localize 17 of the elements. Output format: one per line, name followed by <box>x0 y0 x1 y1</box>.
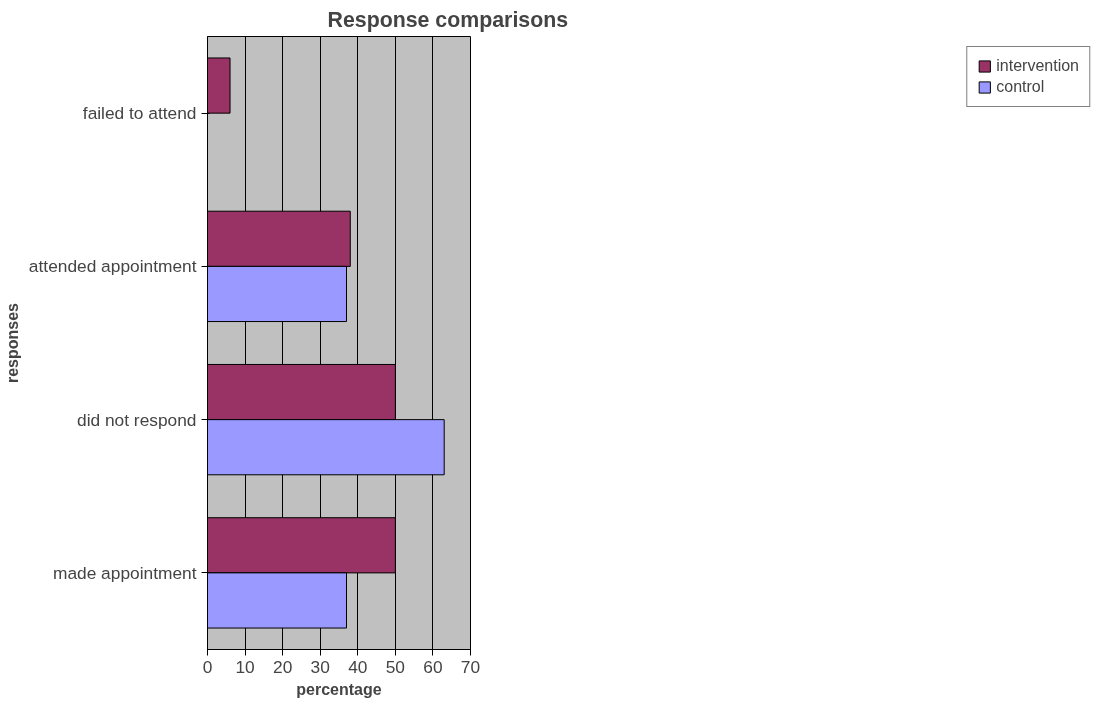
x-tick-label: 60 <box>423 656 443 677</box>
legend-label: control <box>996 78 1045 96</box>
x-tick-label: 70 <box>460 656 481 677</box>
y-tick-label: made appointment <box>52 562 197 583</box>
legend-label: intervention <box>996 57 1079 75</box>
x-tick-label: 40 <box>348 656 368 677</box>
x-axis-title: percentage <box>296 680 382 698</box>
x-tick-label: 30 <box>310 656 330 677</box>
chart-title: Response comparisons <box>327 7 569 32</box>
x-tick-label: 20 <box>273 656 293 677</box>
x-tick-label: 10 <box>235 656 255 677</box>
y-tick-label: attended appointment <box>28 256 197 277</box>
y-tick-label: did not respond <box>77 409 197 430</box>
y-axis-title: responses <box>3 302 21 384</box>
y-tick-label: failed to attend <box>82 103 197 124</box>
x-tick-label: 50 <box>385 656 405 677</box>
x-tick-label: 0 <box>202 656 213 677</box>
